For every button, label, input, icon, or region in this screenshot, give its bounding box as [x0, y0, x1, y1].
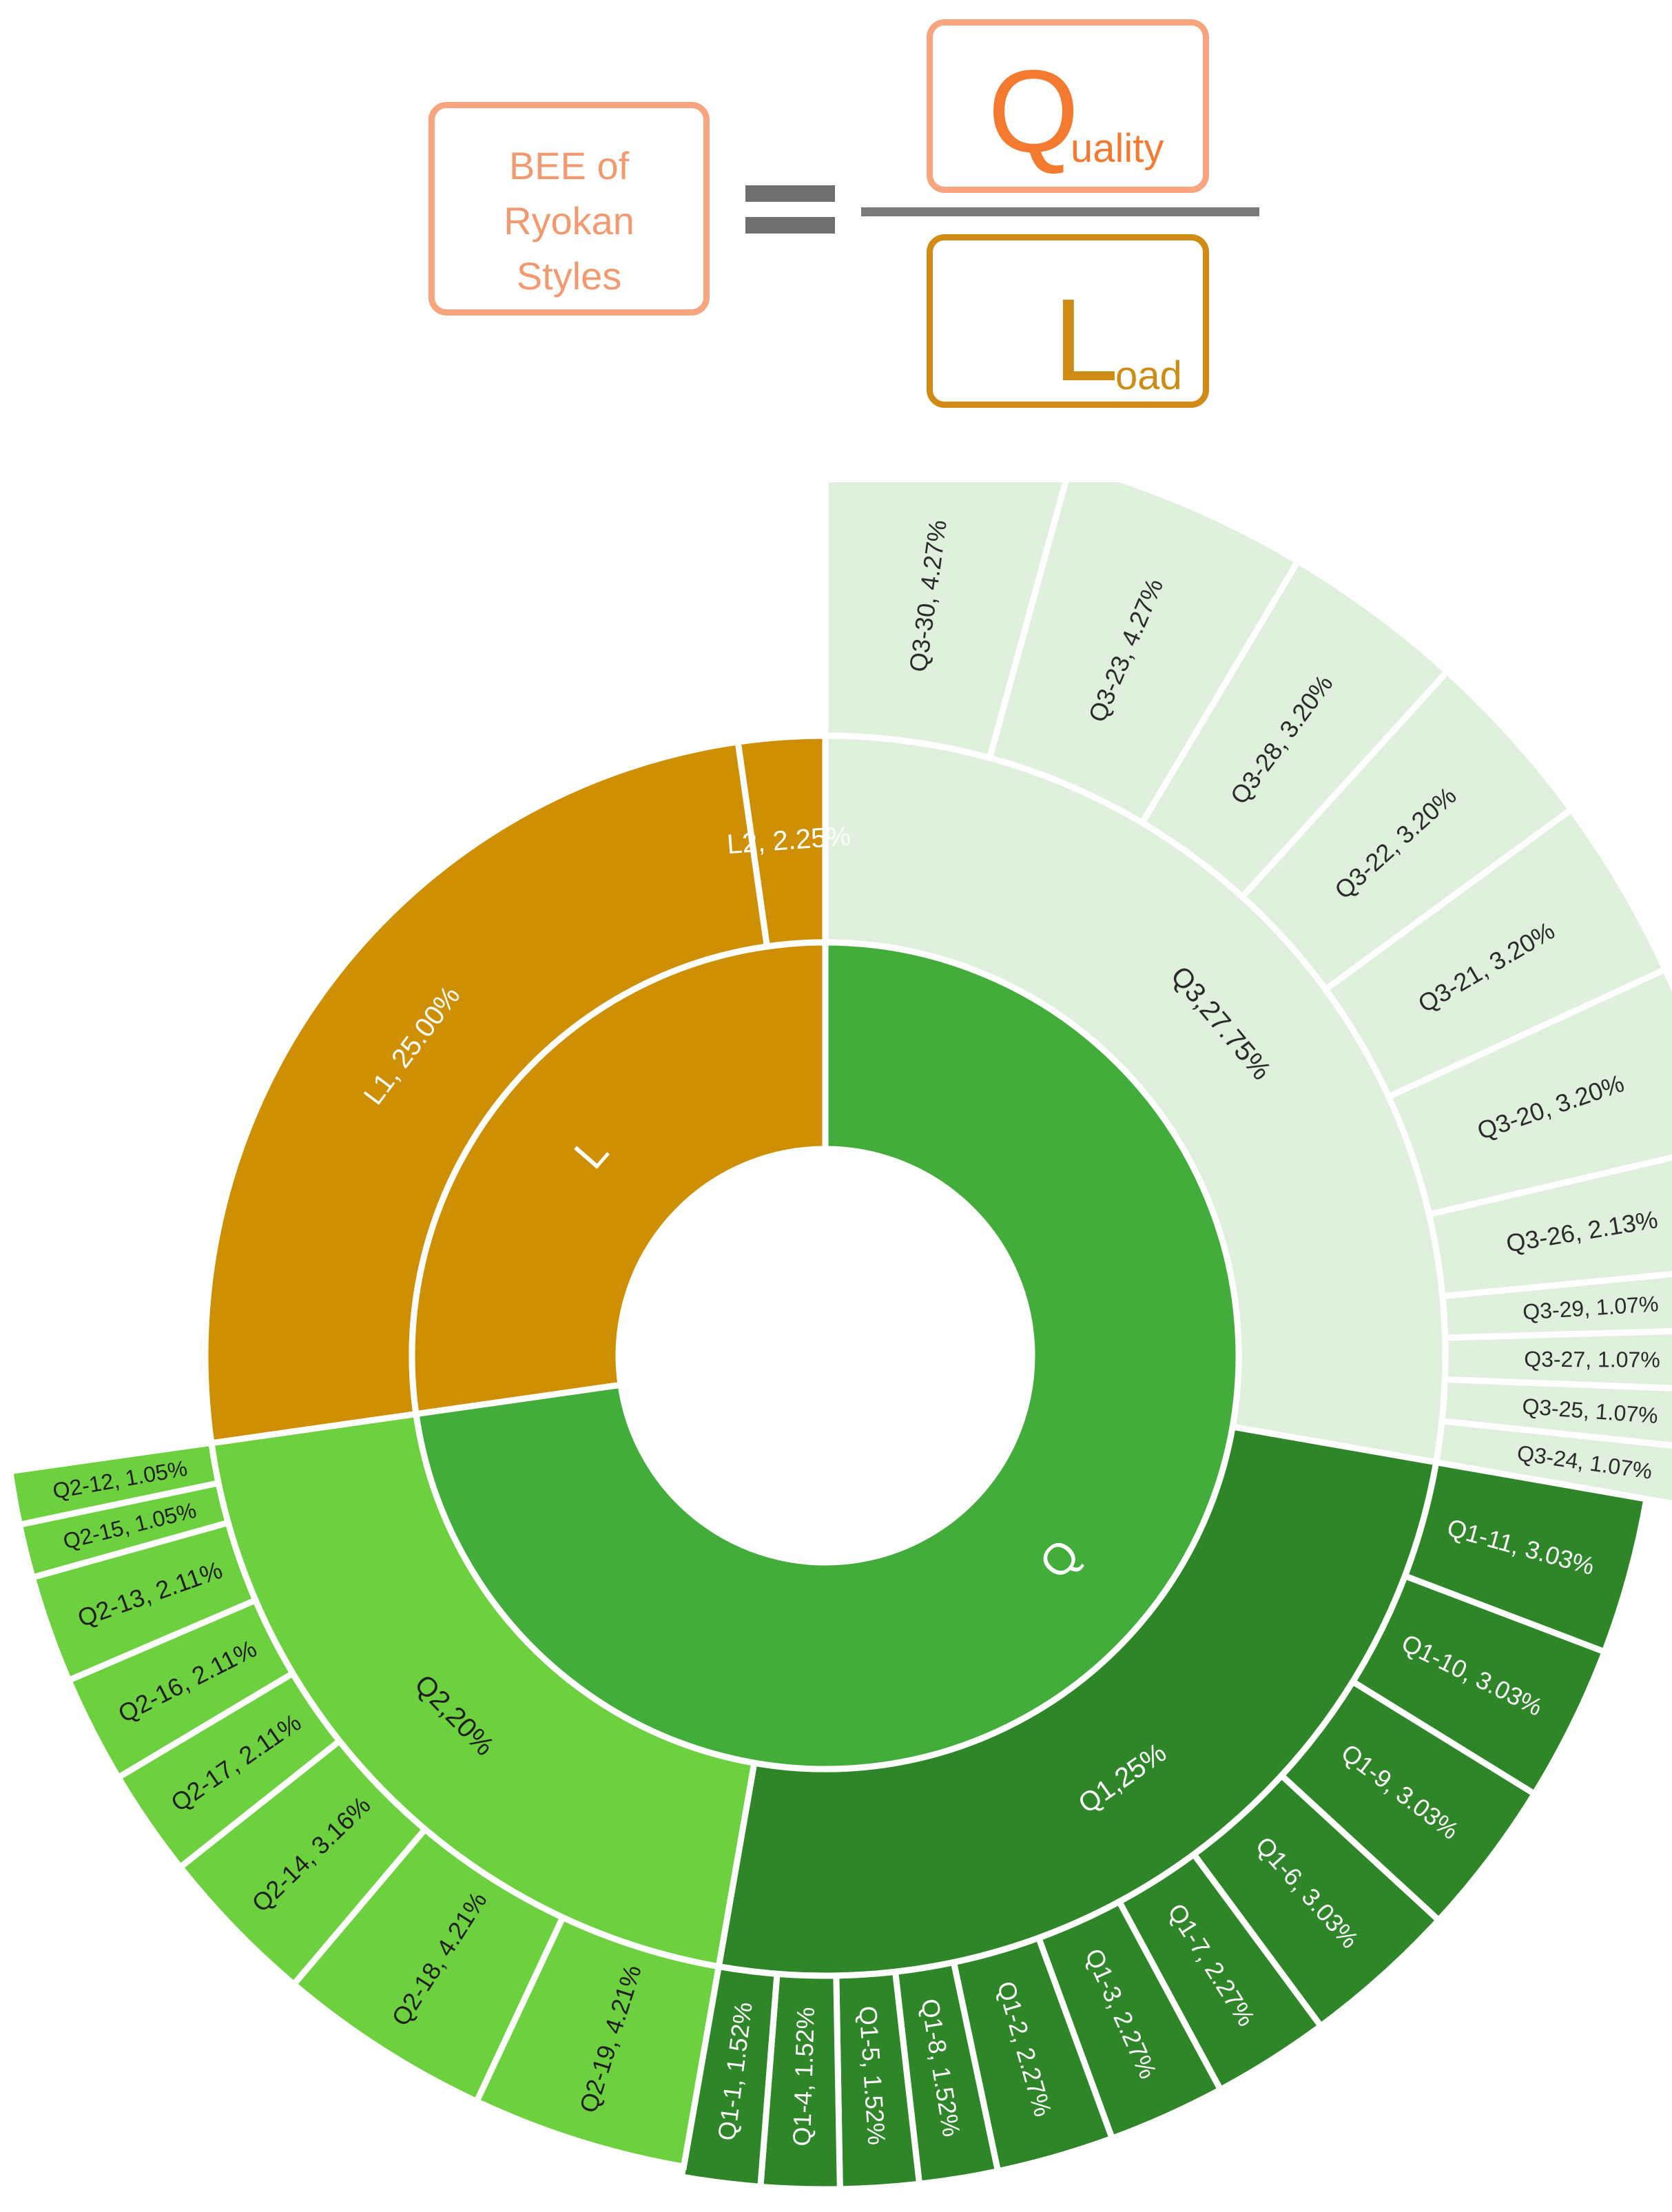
quality-box: Q uality	[927, 19, 1209, 193]
label-q3-27-1-07: Q3-27, 1.07%	[1524, 1347, 1660, 1372]
segment-l	[409, 939, 829, 1418]
quality-rest: uality	[1071, 126, 1164, 171]
load-rest: oad	[1115, 353, 1182, 398]
bee-label-text: BEE of Ryokan Styles	[504, 144, 634, 298]
load-box: L oad	[927, 234, 1209, 408]
load-initial: L	[1053, 275, 1119, 406]
equals-sign	[745, 183, 835, 238]
quality-initial: Q	[988, 46, 1080, 177]
bee-label-box: BEE of Ryokan Styles	[429, 102, 710, 316]
fraction-line	[861, 207, 1259, 216]
label-q1-4-1-52: Q1-4, 1.52%	[787, 2007, 820, 2147]
equals-bar-top	[745, 185, 835, 202]
sunburst-chart: Q3-30, 4.27% Q3-23, 4.27%Q3-28, 3.20%Q3-2…	[6, 482, 1672, 2193]
segment-q	[412, 939, 1242, 1772]
equals-bar-bottom	[745, 217, 835, 234]
